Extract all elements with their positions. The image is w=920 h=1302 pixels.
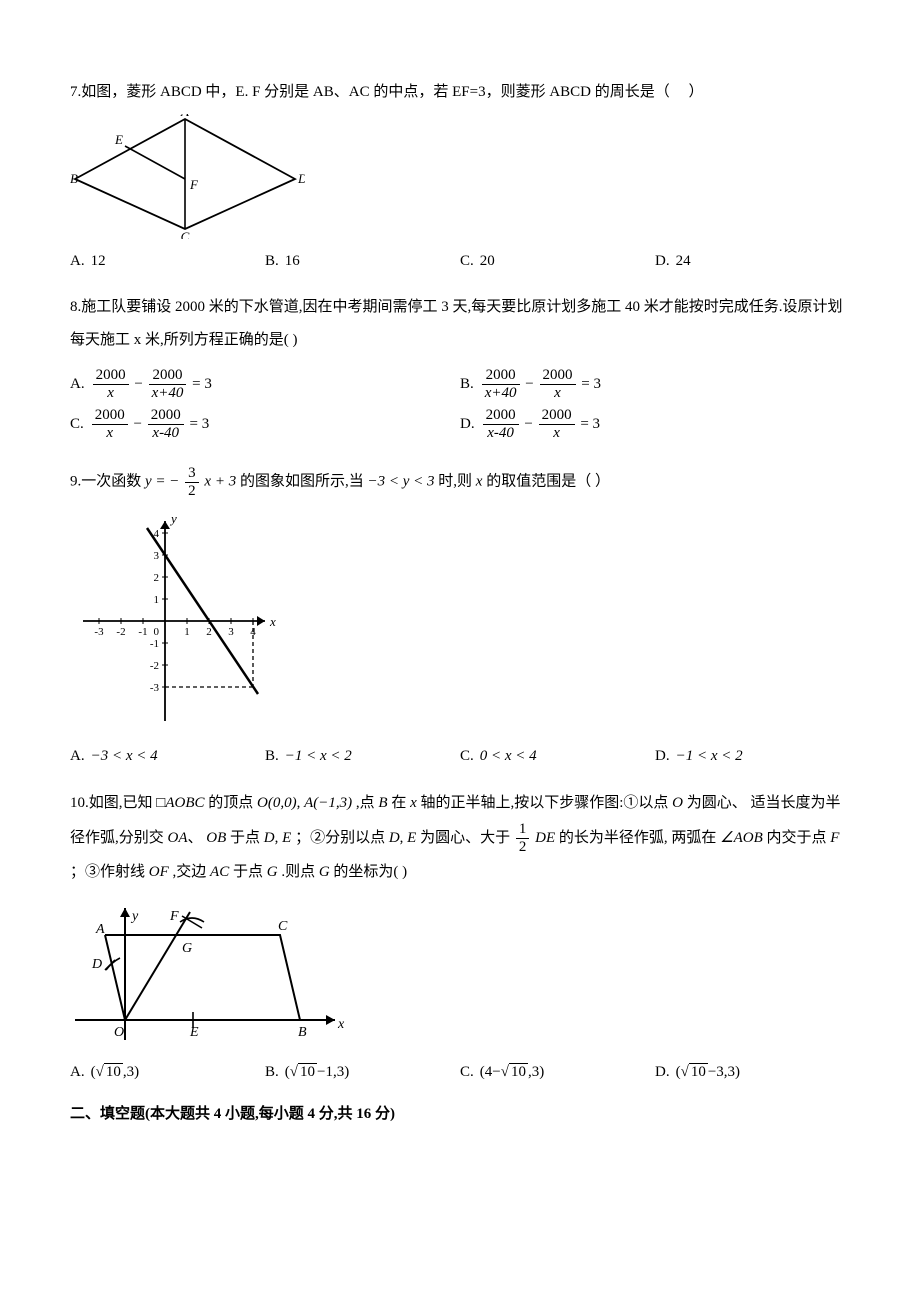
svg-text:y: y (169, 511, 177, 526)
svg-text:O: O (114, 1025, 124, 1040)
q7-opt-c[interactable]: C.20 (460, 249, 655, 273)
svg-text:3: 3 (154, 550, 160, 562)
linear-function-graph: x y -3 -2 -1 0 1 2 3 4 1 2 3 4 -1 (70, 509, 280, 734)
q8-options: A. 2000x − 2000x+40 = 3 B. 2000x+40 − 20… (70, 367, 850, 447)
q7-stem-prefix: 7.如图，菱形 ABCD 中，E. F 分别是 AB、AC 的中点，若 EF=3… (70, 84, 670, 100)
q9-opt-a[interactable]: A.−3 < x < 4 (70, 744, 265, 768)
svg-text:x: x (337, 1017, 345, 1032)
svg-text:E: E (114, 132, 123, 147)
q9-stem: 9.一次函数 y = − 32 x + 3 的图象如图所示,当 −3 < y <… (70, 465, 850, 499)
svg-text:A: A (180, 114, 189, 119)
svg-text:C: C (278, 919, 288, 934)
q7-stem-suffix: ） (689, 84, 704, 100)
svg-text:-1: -1 (138, 626, 147, 638)
svg-text:E: E (189, 1025, 199, 1040)
q8-opt-c[interactable]: C. 2000x − 2000x-40 = 3 (70, 407, 460, 441)
q7-opt-a[interactable]: A.12 (70, 249, 265, 273)
svg-text:y: y (130, 909, 139, 924)
q7-opt-b[interactable]: B.16 (265, 249, 460, 273)
svg-text:2: 2 (154, 572, 160, 584)
q10-opt-c[interactable]: C. (4−10,3) (460, 1060, 655, 1084)
svg-text:x: x (269, 614, 276, 629)
q9-opt-d[interactable]: D.−1 < x < 2 (655, 744, 850, 768)
q9-options: A.−3 < x < 4 B.−1 < x < 2 C.0 < x < 4 D.… (70, 744, 850, 768)
q9-opt-b[interactable]: B.−1 < x < 2 (265, 744, 460, 768)
q7-figure: A B C D E F (70, 114, 850, 239)
svg-text:G: G (182, 941, 192, 956)
svg-text:C: C (181, 229, 190, 239)
svg-text:D: D (297, 171, 305, 186)
question-7: 7.如图，菱形 ABCD 中，E. F 分别是 AB、AC 的中点，若 EF=3… (70, 80, 850, 273)
rhombus-diagram: A B C D E F (70, 114, 305, 239)
q10-options: A. (10,3) B. (10−1,3) C. (4−10,3) D. (10… (70, 1060, 850, 1084)
q10-figure: y x O A C B G E D F (70, 900, 850, 1050)
svg-text:F: F (189, 177, 199, 192)
svg-text:1: 1 (154, 594, 160, 606)
q9-opt-c[interactable]: C.0 < x < 4 (460, 744, 655, 768)
q8-opt-d[interactable]: D. 2000x-40 − 2000x = 3 (460, 407, 850, 441)
q7-stem: 7.如图，菱形 ABCD 中，E. F 分别是 AB、AC 的中点，若 EF=3… (70, 80, 850, 104)
parallelogram-construction: y x O A C B G E D F (70, 900, 350, 1050)
q8-stem: 8.施工队要铺设 2000 米的下水管道,因在中考期间需停工 3 天,每天要比原… (70, 291, 850, 357)
svg-text:-3: -3 (94, 626, 104, 638)
q7-options: A.12 B.16 C.20 D.24 (70, 249, 850, 273)
svg-text:-3: -3 (150, 682, 160, 694)
q10-opt-b[interactable]: B. (10−1,3) (265, 1060, 460, 1084)
svg-text:B: B (298, 1025, 307, 1040)
svg-text:B: B (70, 171, 78, 186)
q10-opt-d[interactable]: D. (10−3,3) (655, 1060, 850, 1084)
question-8: 8.施工队要铺设 2000 米的下水管道,因在中考期间需停工 3 天,每天要比原… (70, 291, 850, 447)
svg-text:-2: -2 (116, 626, 125, 638)
q9-figure: x y -3 -2 -1 0 1 2 3 4 1 2 3 4 -1 (70, 509, 850, 734)
q7-blank (674, 80, 685, 104)
svg-text:D: D (91, 957, 102, 972)
question-10: 10.如图,已知 □AOBC 的顶点 O(0,0), A(−1,3) ,点 B … (70, 786, 850, 1084)
question-9: 9.一次函数 y = − 32 x + 3 的图象如图所示,当 −3 < y <… (70, 465, 850, 768)
svg-text:2: 2 (206, 626, 212, 638)
svg-text:F: F (169, 909, 179, 924)
svg-text:1: 1 (184, 626, 190, 638)
q8-opt-a[interactable]: A. 2000x − 2000x+40 = 3 (70, 367, 460, 401)
section-2-title: 二、填空题(本大题共 4 小题,每小题 4 分,共 16 分) (70, 1102, 850, 1126)
svg-text:3: 3 (228, 626, 234, 638)
q7-opt-d[interactable]: D.24 (655, 249, 850, 273)
svg-text:-2: -2 (150, 660, 159, 672)
svg-text:A: A (95, 922, 105, 937)
q10-opt-a[interactable]: A. (10,3) (70, 1060, 265, 1084)
svg-text:-1: -1 (150, 638, 159, 650)
q10-stem: 10.如图,已知 □AOBC 的顶点 O(0,0), A(−1,3) ,点 B … (70, 786, 850, 890)
q8-opt-b[interactable]: B. 2000x+40 − 2000x = 3 (460, 367, 850, 401)
svg-text:0: 0 (154, 626, 160, 638)
